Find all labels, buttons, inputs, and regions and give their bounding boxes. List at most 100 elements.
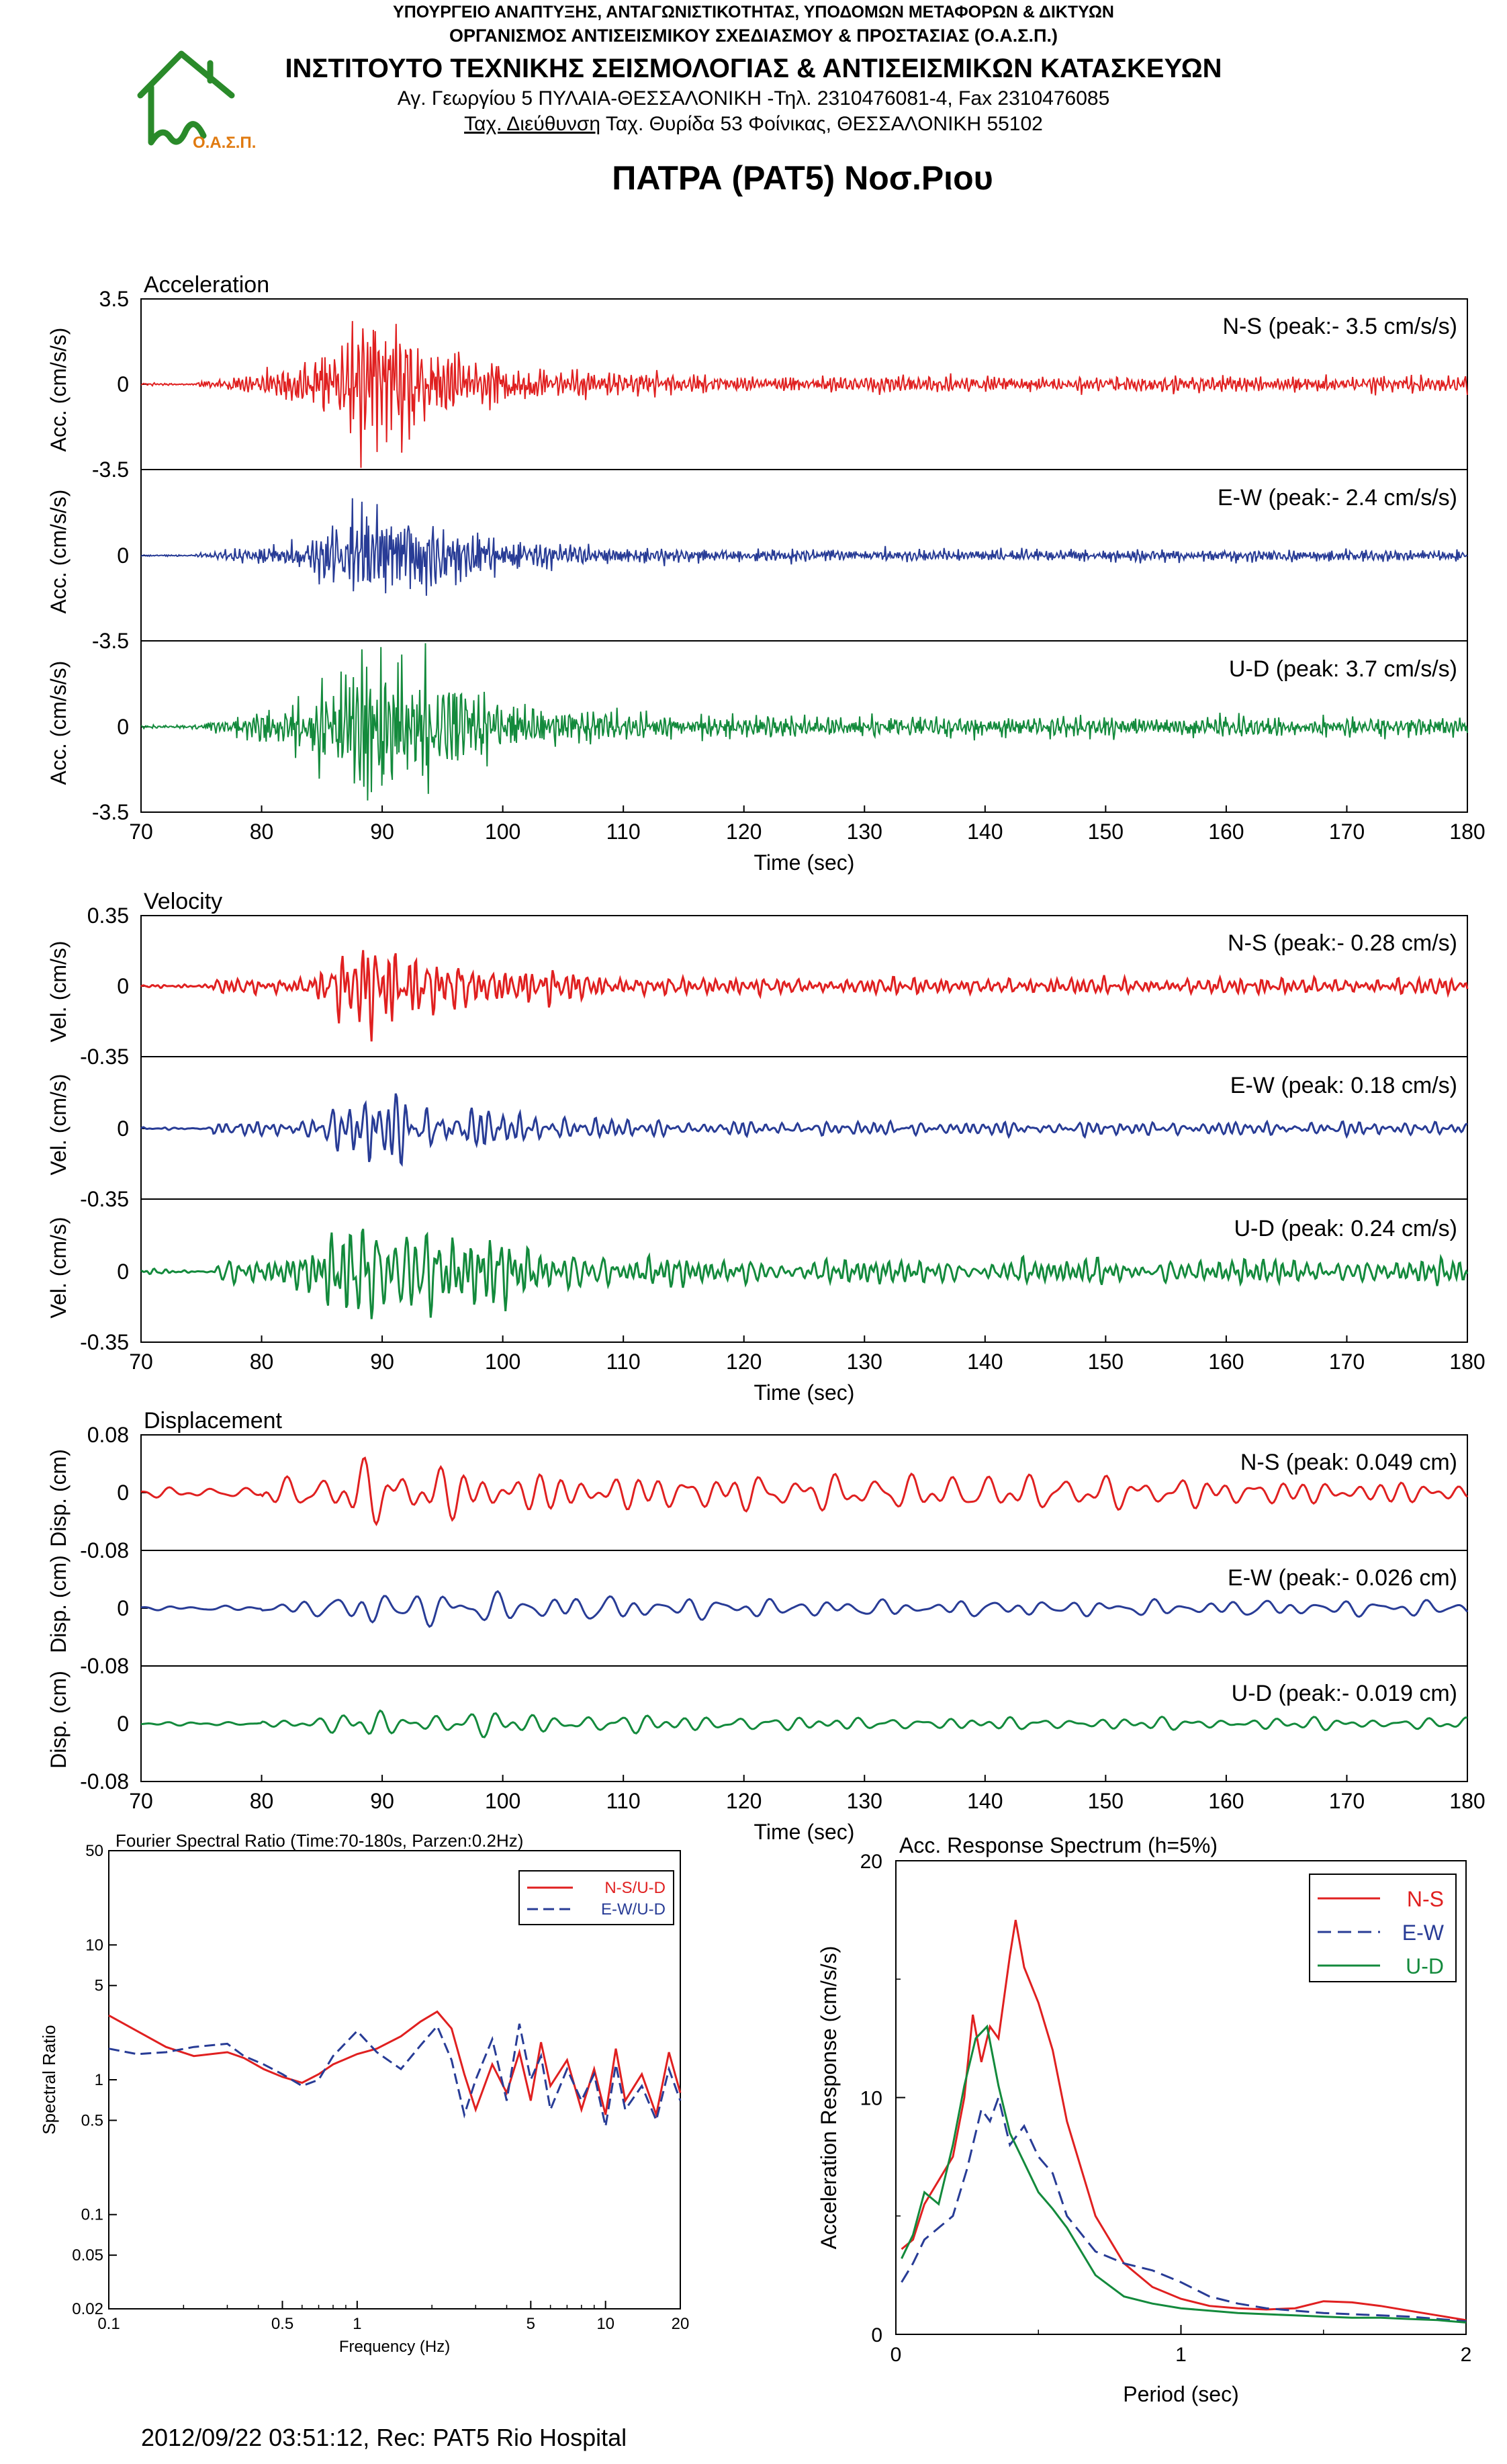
y-tick-label: -0.35 — [80, 1045, 129, 1069]
x-tick-label: 70 — [129, 820, 153, 844]
y-tick-label: 0.35 — [87, 904, 129, 928]
y-tick-label: -0.35 — [80, 1187, 129, 1211]
legend-label: E-W/U-D — [601, 1900, 666, 1919]
y-tick-label: 0 — [117, 1260, 129, 1284]
x-tick-label: 150 — [1088, 1789, 1124, 1813]
y-axis-label: Acc. (cm/s/s) — [46, 490, 71, 614]
waveform-line-ns — [140, 950, 1469, 1042]
y-axis-label: Disp. (cm) — [46, 1449, 71, 1547]
x-tick-label: 130 — [847, 820, 882, 844]
x-axis-label: Time (sec) — [754, 850, 855, 875]
y-tick-label: 0 — [117, 1116, 129, 1141]
series-peak-label: E-W (peak: 0.18 cm/s) — [1230, 1073, 1457, 1098]
y-tick-label: 0 — [117, 1481, 129, 1505]
x-tick-label: 70 — [129, 1789, 153, 1813]
y-axis-label: Vel. (cm/s) — [46, 1217, 71, 1318]
y-tick-label: 3.5 — [99, 287, 129, 311]
chart-title: Acceleration — [144, 272, 269, 298]
x-tick-label: 2 — [1461, 2344, 1472, 2366]
x-tick-label: 110 — [606, 1789, 641, 1813]
y-tick-label: 0 — [117, 1712, 129, 1736]
series-peak-label: E-W (peak:- 2.4 cm/s/s) — [1218, 485, 1457, 511]
y-axis-label: Vel. (cm/s) — [46, 940, 71, 1042]
ministry-line: ΥΠΟΥΡΓΕΙΟ ΑΝΑΠΤΥΞΗΣ, ΑΝΤΑΓΩΝΙΣΤΙΚΟΤΗΤΑΣ,… — [393, 3, 1114, 21]
x-tick-label: 100 — [485, 820, 520, 844]
y-tick-label: -3.5 — [92, 629, 129, 653]
y-tick-label: 20 — [860, 1851, 882, 1873]
response-spectrum-chart: Acc. Response Spectrum (h=5%)0 1 201020Per… — [817, 1833, 1471, 2406]
series-peak-label: N-S (peak: 0.049 cm) — [1240, 1450, 1457, 1475]
x-axis-label: Time (sec) — [754, 1820, 855, 1844]
y-tick-label: -0.08 — [80, 1538, 129, 1563]
x-axis-label: Time (sec) — [754, 1380, 855, 1405]
x-tick-label: 0.5 — [271, 2315, 293, 2333]
waveform-line-ew — [140, 1093, 1468, 1168]
oasp-logo-icon: Ο.Α.Σ.Π. — [137, 50, 256, 152]
x-tick-label: 170 — [1329, 1789, 1365, 1813]
x-tick-label: 100 — [485, 1350, 520, 1374]
y-tick-label: 0 — [117, 715, 129, 739]
x-tick-label: 180 — [1449, 1350, 1485, 1374]
response-line-ns — [901, 1919, 1467, 2322]
plot-frame — [140, 1434, 1468, 1782]
y-axis-label: Acceleration Response (cm/s/s) — [817, 1946, 841, 2250]
series-peak-label: N-S (peak:- 0.28 cm/s) — [1228, 930, 1457, 956]
organization-line: ΟΡΓΑΝΙΣΜΟΣ ΑΝΤΙΣΕΙΣΜΙΚΟΥ ΣΧΕΔΙΑΣΜΟΥ & ΠΡ… — [449, 26, 1058, 46]
y-tick-label: 1 — [95, 2071, 103, 2089]
y-axis-label: Spectral Ratio — [39, 2025, 59, 2134]
waveform-line-ns — [140, 1456, 1469, 1526]
x-tick-label: 130 — [847, 1350, 882, 1374]
legend-box — [1309, 1874, 1457, 1982]
x-axis-label: Period (sec) — [1123, 2382, 1239, 2406]
spectral-ratio-line-ew — [108, 2023, 682, 2127]
x-tick-label: 150 — [1088, 1350, 1124, 1374]
x-tick-label: 90 — [370, 1350, 394, 1374]
address-line: Αγ. Γεωργίου 5 ΠΥΛΑΙΑ-ΘΕΣΣΑΛΟΝΙΚΗ -Τηλ. … — [397, 87, 1110, 109]
y-tick-label: 10 — [85, 1936, 103, 1954]
logo-text: Ο.Α.Σ.Π. — [193, 134, 256, 152]
x-tick-label: 10 — [596, 2315, 614, 2333]
legend-label: N-S — [1407, 1887, 1444, 1911]
y-axis-label: Acc. (cm/s/s) — [46, 661, 71, 785]
waveform-line-ew — [140, 498, 1468, 596]
x-tick-label: 20 — [672, 2315, 690, 2333]
series-peak-label: U-D (peak: 3.7 cm/s/s) — [1229, 656, 1457, 682]
x-tick-label: 120 — [726, 1789, 762, 1813]
y-tick-label: -0.08 — [80, 1769, 129, 1794]
time-series-chart-acc: Acceleration 70 80 90 100 110 120 130 140 150 160 1… — [46, 272, 1486, 875]
series-peak-label: U-D (peak:- 0.019 cm) — [1232, 1681, 1457, 1706]
series-peak-label: N-S (peak:- 3.5 cm/s/s) — [1222, 314, 1457, 339]
postal-address: Ταχ. Θυρίδα 53 Φοίνικας, ΘΕΣΣΑΛΟΝΙΚΗ 551… — [600, 113, 1043, 135]
x-tick-label: 80 — [250, 820, 274, 844]
legend-box — [518, 1870, 674, 1925]
x-tick-label: 180 — [1449, 820, 1485, 844]
y-tick-label: 0 — [117, 543, 129, 568]
x-tick-label: 180 — [1449, 1789, 1485, 1813]
y-axis-label: Disp. (cm) — [46, 1671, 71, 1769]
y-tick-label: -0.35 — [80, 1330, 129, 1354]
x-tick-label: 130 — [847, 1789, 882, 1813]
waveform-line-ud — [140, 643, 1468, 801]
y-tick-label: 0.1 — [81, 2206, 103, 2224]
y-tick-label: 5 — [95, 1977, 103, 1995]
chart-title: Fourier Spectral Ratio (Time:70-180s, Pa… — [116, 1831, 523, 1851]
series-peak-label: E-W (peak:- 0.026 cm) — [1228, 1565, 1457, 1591]
y-tick-label: 0.05 — [72, 2246, 103, 2264]
x-tick-label: 140 — [967, 1789, 1003, 1813]
institute-line: ΙΝΣΤΙΤΟΥΤΟ ΤΕΧΝΙΚΗΣ ΣΕΙΣΜΟΛΟΓΙΑΣ & ΑΝΤΙΣ… — [285, 54, 1222, 83]
time-series-chart-vel: Velocity 70 80 90 100 110 120 130 140 150 160 170 18… — [46, 889, 1486, 1405]
y-tick-label: 10 — [860, 2088, 882, 2110]
x-tick-label: 90 — [370, 1789, 394, 1813]
x-tick-label: 150 — [1088, 820, 1124, 844]
x-tick-label: 90 — [370, 820, 394, 844]
fourier-ratio-chart: Fourier Spectral Ratio (Time:70-180s, Pa… — [39, 1831, 689, 2356]
x-tick-label: 160 — [1208, 820, 1244, 844]
waveform-line-ud — [140, 1709, 1468, 1739]
y-tick-label: 0 — [117, 372, 129, 396]
x-tick-label: 160 — [1208, 1789, 1244, 1813]
x-tick-label: 80 — [250, 1350, 274, 1374]
x-tick-label: 160 — [1208, 1350, 1244, 1374]
x-tick-label: 110 — [606, 1350, 641, 1374]
time-series-chart-disp: Displacement 70 80 90 100 110 120 130 140 150 160 1… — [46, 1408, 1486, 1844]
waveform-line-ns — [140, 320, 1468, 468]
